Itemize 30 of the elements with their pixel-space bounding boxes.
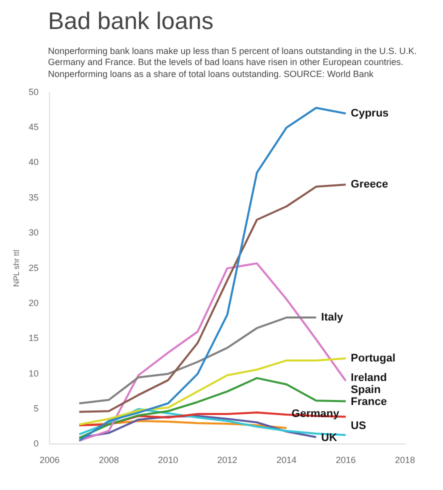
y-tick-label: 35 bbox=[28, 192, 39, 202]
y-tick-label: 30 bbox=[28, 227, 39, 238]
x-tick-label: 2006 bbox=[40, 454, 60, 465]
x-tick-label: 2016 bbox=[336, 454, 356, 465]
series-label: Italy bbox=[321, 311, 344, 324]
series-label: Cyprus bbox=[350, 107, 389, 120]
chart-title: Bad bank loans bbox=[47, 8, 214, 37]
y-tick-label: 20 bbox=[28, 298, 39, 308]
series-label: Portugal bbox=[350, 352, 396, 364]
x-tick-label: 2008 bbox=[98, 454, 119, 465]
series-label: Spain bbox=[350, 384, 381, 396]
x-tick-label: 2010 bbox=[158, 454, 178, 465]
y-tick-label: 25 bbox=[28, 262, 39, 273]
series-label: Ireland bbox=[350, 372, 387, 384]
series-label: UK bbox=[321, 432, 338, 444]
series-label: US bbox=[350, 420, 366, 432]
y-tick-label: 40 bbox=[28, 156, 39, 167]
y-tick-label: 5 bbox=[34, 403, 39, 414]
series-label: France bbox=[350, 396, 387, 408]
x-tick-label: 2014 bbox=[276, 454, 297, 465]
y-tick-label: 0 bbox=[34, 438, 39, 448]
x-tick-label: 2012 bbox=[217, 454, 238, 465]
y-tick-label: 50 bbox=[28, 86, 39, 97]
y-tick-label: 10 bbox=[28, 368, 39, 378]
y-tick-label: 45 bbox=[28, 122, 39, 132]
chart-subtitle: Nonperforming bank loans make up less than 5 percent of loans outstanding in the U.S. U.K. Germany and France. But the levels of bad loans have risen in other European countries. Nonperforming loans as a share of total loans outstanding. SOURCE: World Bank bbox=[47, 46, 418, 81]
series-label: Greece bbox=[350, 178, 388, 190]
y-axis-title: NPL shr ttl bbox=[12, 249, 22, 287]
y-tick-label: 15 bbox=[28, 332, 39, 343]
x-tick-label: 2018 bbox=[394, 454, 416, 465]
